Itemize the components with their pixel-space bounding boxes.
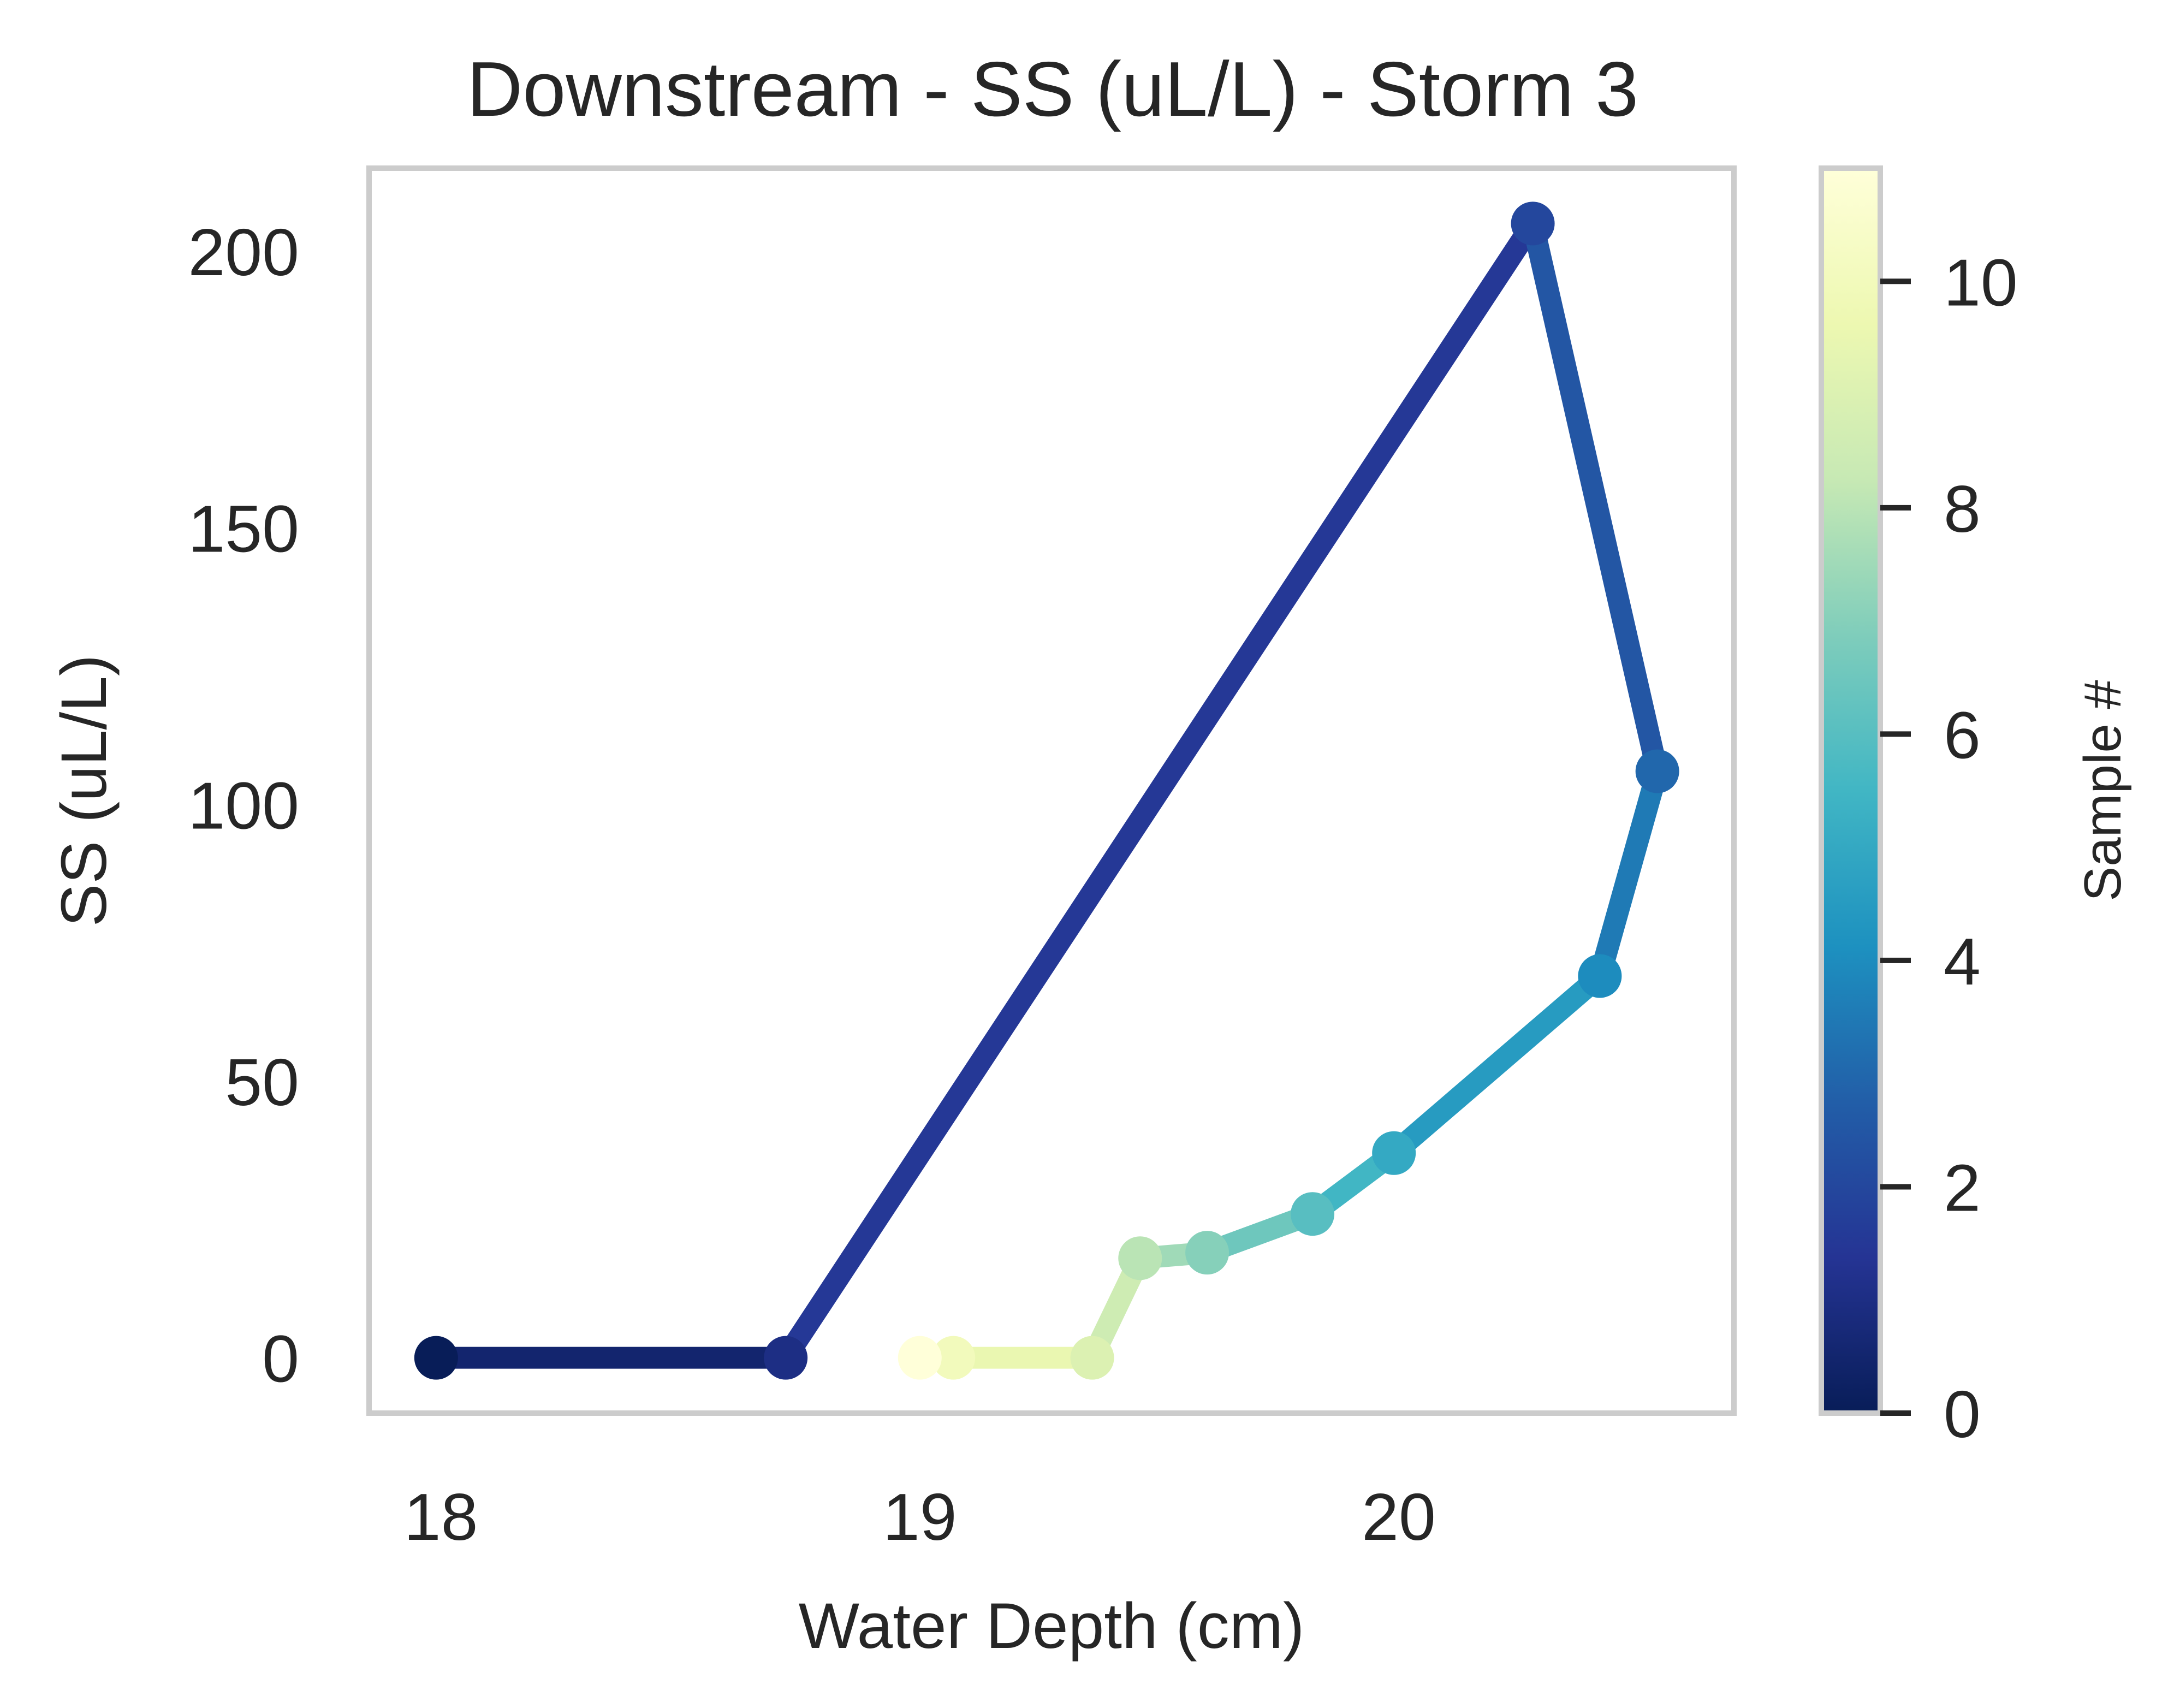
line-segment: [1522, 221, 1668, 774]
line-segment: [1387, 968, 1607, 1161]
data-point: [931, 1336, 976, 1380]
y-axis-label: SS (uL/L): [48, 655, 120, 927]
x-axis-label: Water Depth (cm): [799, 1590, 1305, 1662]
colorbar-tick-label: 8: [1944, 472, 1981, 546]
data-point: [1635, 749, 1679, 793]
colorbar-tick-label: 10: [1944, 245, 2018, 319]
y-tick-label: 50: [225, 1045, 299, 1119]
x-tick-label: 18: [404, 1480, 478, 1554]
data-point: [1578, 954, 1622, 998]
data-markers: [414, 201, 1679, 1380]
data-point: [1511, 201, 1555, 246]
data-point: [1185, 1231, 1229, 1275]
colorbar: [1819, 165, 1883, 1416]
colorbar-label: Sample #: [2074, 680, 2132, 902]
colorbar-tick-label: 6: [1944, 698, 1981, 772]
colorbar-tick-label: 0: [1944, 1377, 1981, 1451]
data-point: [898, 1336, 942, 1380]
y-tick-label: 100: [188, 768, 299, 843]
y-axis-ticks: 0 50 100 150 200: [188, 215, 299, 1396]
colorbar-tick-label: 2: [1944, 1150, 1981, 1225]
data-point: [1070, 1336, 1114, 1380]
chart-title: Downstream - SS (uL/L) - Storm 3: [467, 46, 1638, 133]
plot-frame: [366, 165, 1737, 1416]
x-tick-label: 20: [1362, 1480, 1436, 1554]
y-tick-label: 150: [188, 492, 299, 566]
x-tick-label: 19: [883, 1480, 957, 1554]
y-tick-label: 0: [262, 1322, 299, 1396]
data-point: [1118, 1236, 1162, 1280]
line-segment: [1589, 768, 1668, 979]
x-axis-ticks: 18 19 20: [404, 1480, 1436, 1554]
data-point: [764, 1336, 808, 1380]
data-point: [414, 1336, 458, 1380]
line-segment: [776, 217, 1542, 1364]
data-point: [1372, 1131, 1416, 1175]
colorbar-ticks: 0 2 4 6 8 10: [1880, 245, 2018, 1451]
data-line-segments: [436, 217, 1668, 1369]
y-tick-label: 200: [188, 215, 299, 289]
colorbar-tick-label: 4: [1944, 924, 1981, 999]
data-point: [1291, 1192, 1335, 1236]
